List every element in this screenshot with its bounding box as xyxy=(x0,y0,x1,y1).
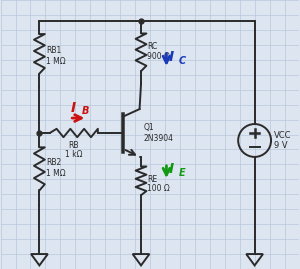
Text: Q1: Q1 xyxy=(143,123,154,132)
Text: 1 MΩ: 1 MΩ xyxy=(46,57,66,66)
Text: 100 Ω: 100 Ω xyxy=(147,184,170,193)
Text: RB1: RB1 xyxy=(46,46,61,55)
Text: 2N3904: 2N3904 xyxy=(143,134,173,143)
Text: RE: RE xyxy=(147,175,157,184)
Text: RB2: RB2 xyxy=(46,158,61,167)
Text: I: I xyxy=(169,162,174,176)
Text: B: B xyxy=(82,107,89,116)
Text: E: E xyxy=(179,168,186,178)
Text: 1 kΩ: 1 kΩ xyxy=(65,150,82,159)
Text: 1 MΩ: 1 MΩ xyxy=(46,169,66,178)
Text: 9 V: 9 V xyxy=(274,141,288,150)
Text: 900 Ω: 900 Ω xyxy=(147,52,170,61)
Text: I: I xyxy=(70,101,76,115)
Text: RB: RB xyxy=(68,141,79,150)
Text: C: C xyxy=(179,56,186,66)
Text: VCC: VCC xyxy=(274,130,292,140)
Text: I: I xyxy=(169,50,174,64)
Text: RC: RC xyxy=(147,42,157,51)
